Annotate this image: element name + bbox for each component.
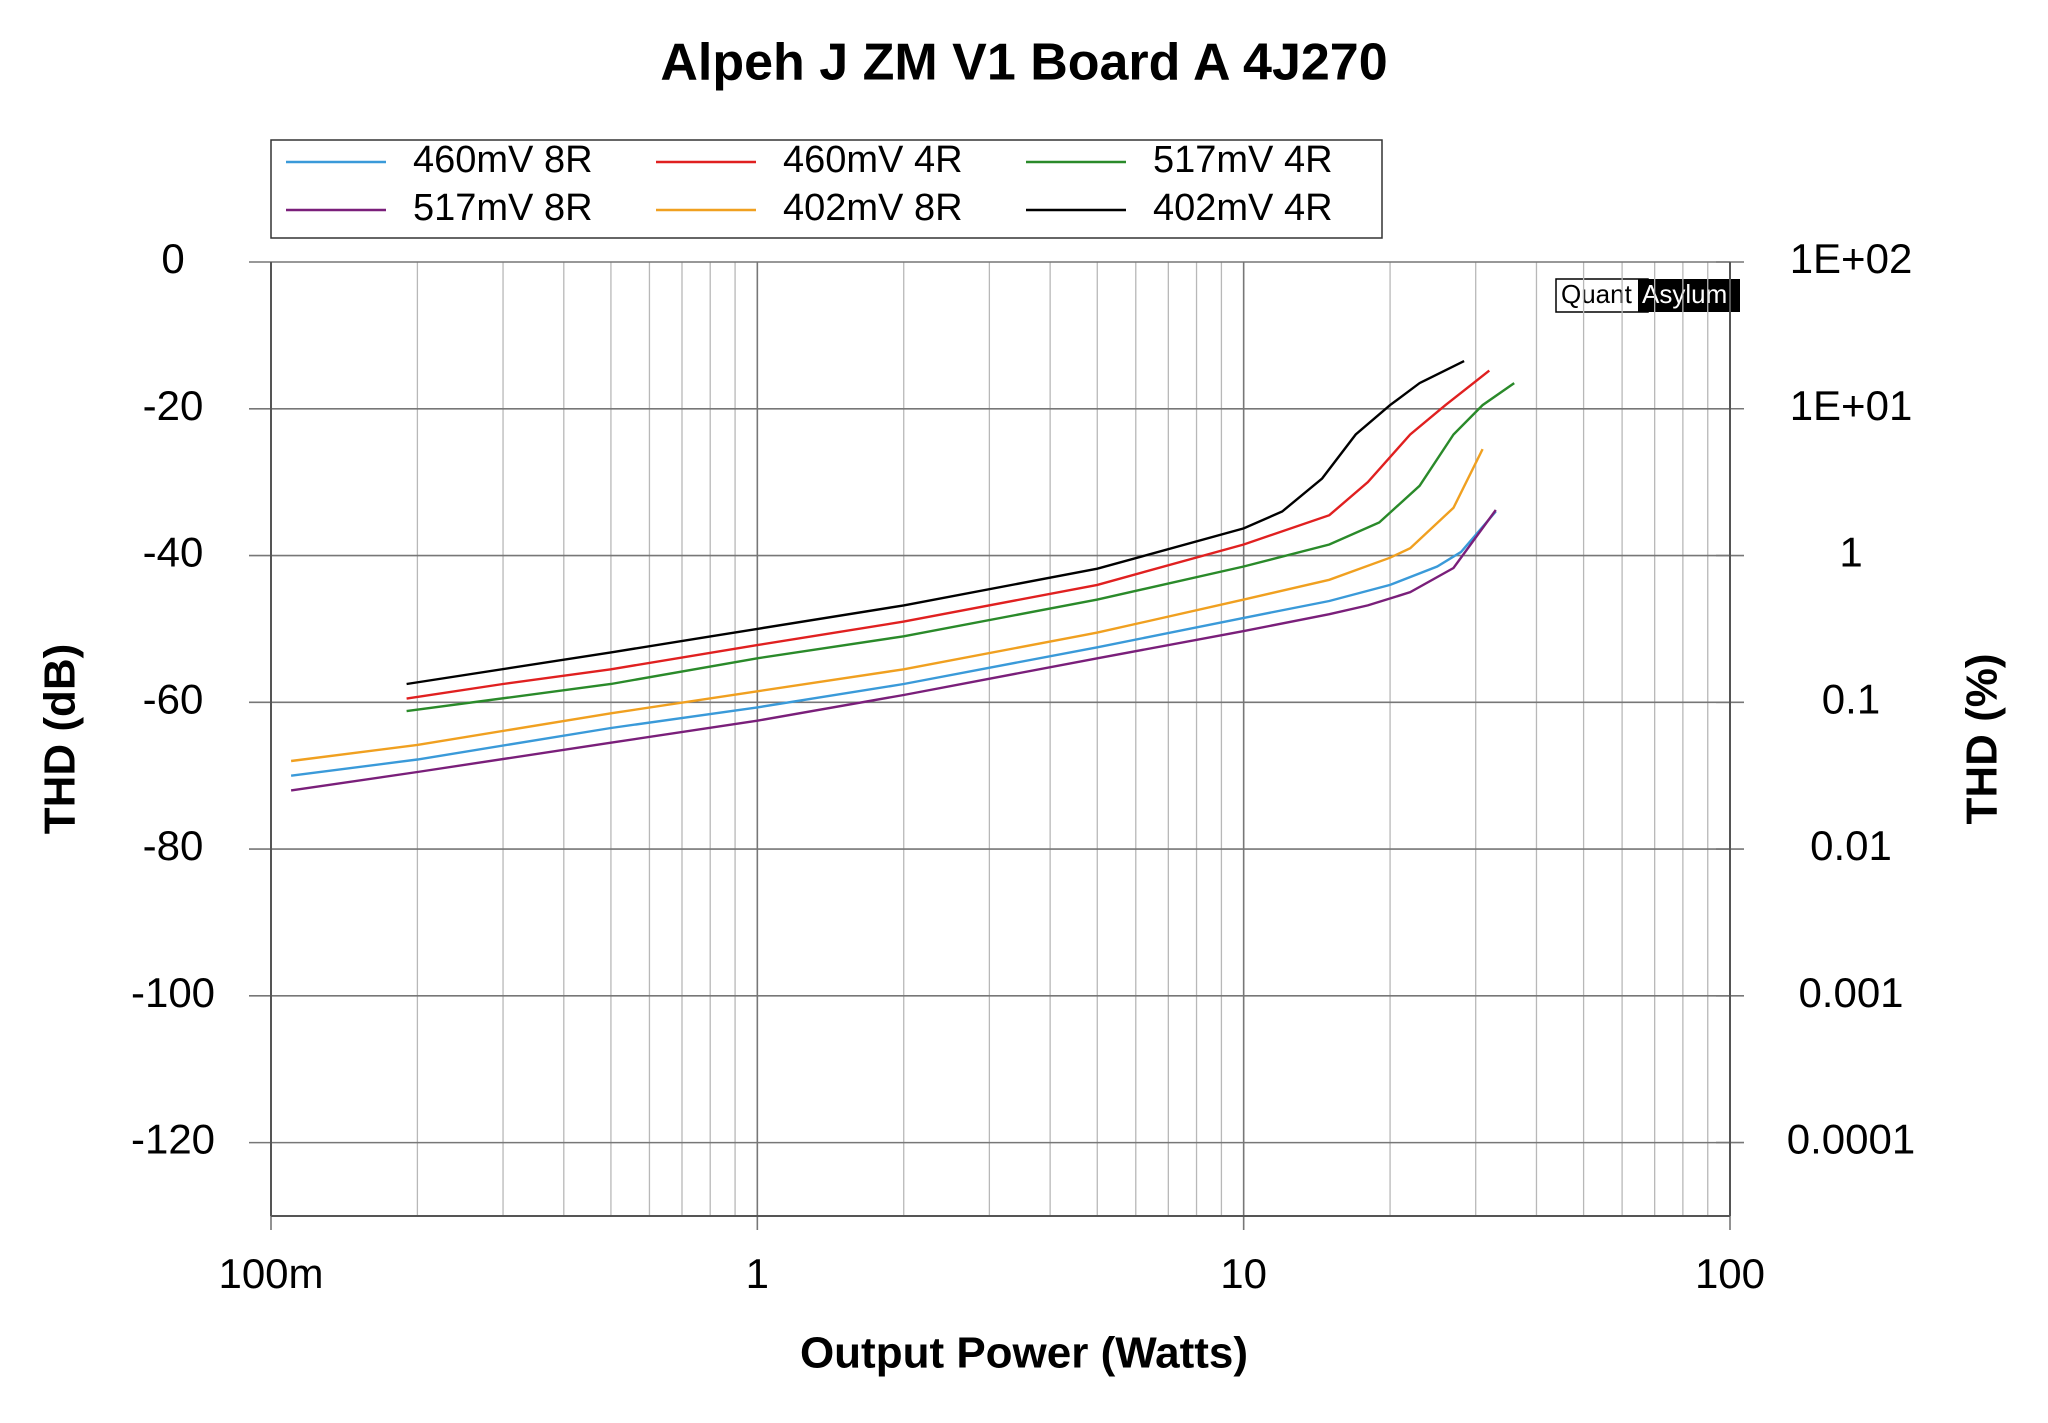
y2-tick-label: 0.0001 — [1787, 1116, 1915, 1163]
watermark-text: Quant — [1561, 279, 1633, 309]
legend: 460mV 8R 460mV 4R 517mV 4R 517mV 8R 402mV 8R… — [270, 139, 1383, 239]
legend-text: 460mV 8R — [413, 139, 593, 181]
legend-text: 402mV 4R — [1153, 187, 1333, 229]
y2-axis-label: THD (%) — [1958, 653, 2007, 824]
series-line — [290, 510, 1497, 777]
legend-text: 460mV 4R — [783, 139, 963, 181]
legend-text: 517mV 4R — [1153, 139, 1333, 181]
series-line — [290, 448, 1484, 763]
y-tick-label: -20 — [143, 382, 204, 429]
series-line — [406, 382, 1515, 713]
y2-tick-label: 0.1 — [1822, 675, 1880, 722]
x-tick-label: 10 — [1220, 1250, 1267, 1297]
y2-tick-label: 1E+02 — [1790, 235, 1913, 282]
x-tick-label: 100m — [218, 1250, 323, 1297]
y-tick-label: 0 — [161, 235, 184, 282]
y-tick-label: -60 — [143, 675, 204, 722]
series-line — [406, 369, 1491, 700]
y-tick-label: -80 — [143, 822, 204, 869]
y2-tick-label: 0.001 — [1798, 969, 1903, 1016]
legend-box — [270, 139, 1383, 239]
x-tick-label: 100 — [1695, 1250, 1765, 1297]
watermark-box — [1555, 278, 1649, 313]
y-axis-label: THD (dB) — [36, 644, 85, 835]
series-line — [290, 509, 1497, 792]
y-tick-label: -120 — [131, 1116, 215, 1163]
chart-title: Alpeh J ZM V1 Board A 4J270 — [660, 34, 1387, 92]
y-tick-label: -40 — [143, 529, 204, 576]
y2-tick-label: 0.01 — [1810, 822, 1892, 869]
y2-tick-label: 1E+01 — [1790, 382, 1913, 429]
x-axis-label: Output Power (Watts) — [800, 1329, 1248, 1378]
series-line — [406, 360, 1465, 686]
legend-text: 517mV 8R — [413, 187, 593, 229]
x-tick-label: 1 — [746, 1250, 769, 1297]
watermark-text: Asylum — [1642, 279, 1727, 309]
legend-text: 402mV 8R — [783, 187, 963, 229]
y2-tick-label: 1 — [1839, 529, 1862, 576]
watermark: Quant Asylum — [1555, 278, 1740, 313]
y-tick-label: -100 — [131, 969, 215, 1016]
